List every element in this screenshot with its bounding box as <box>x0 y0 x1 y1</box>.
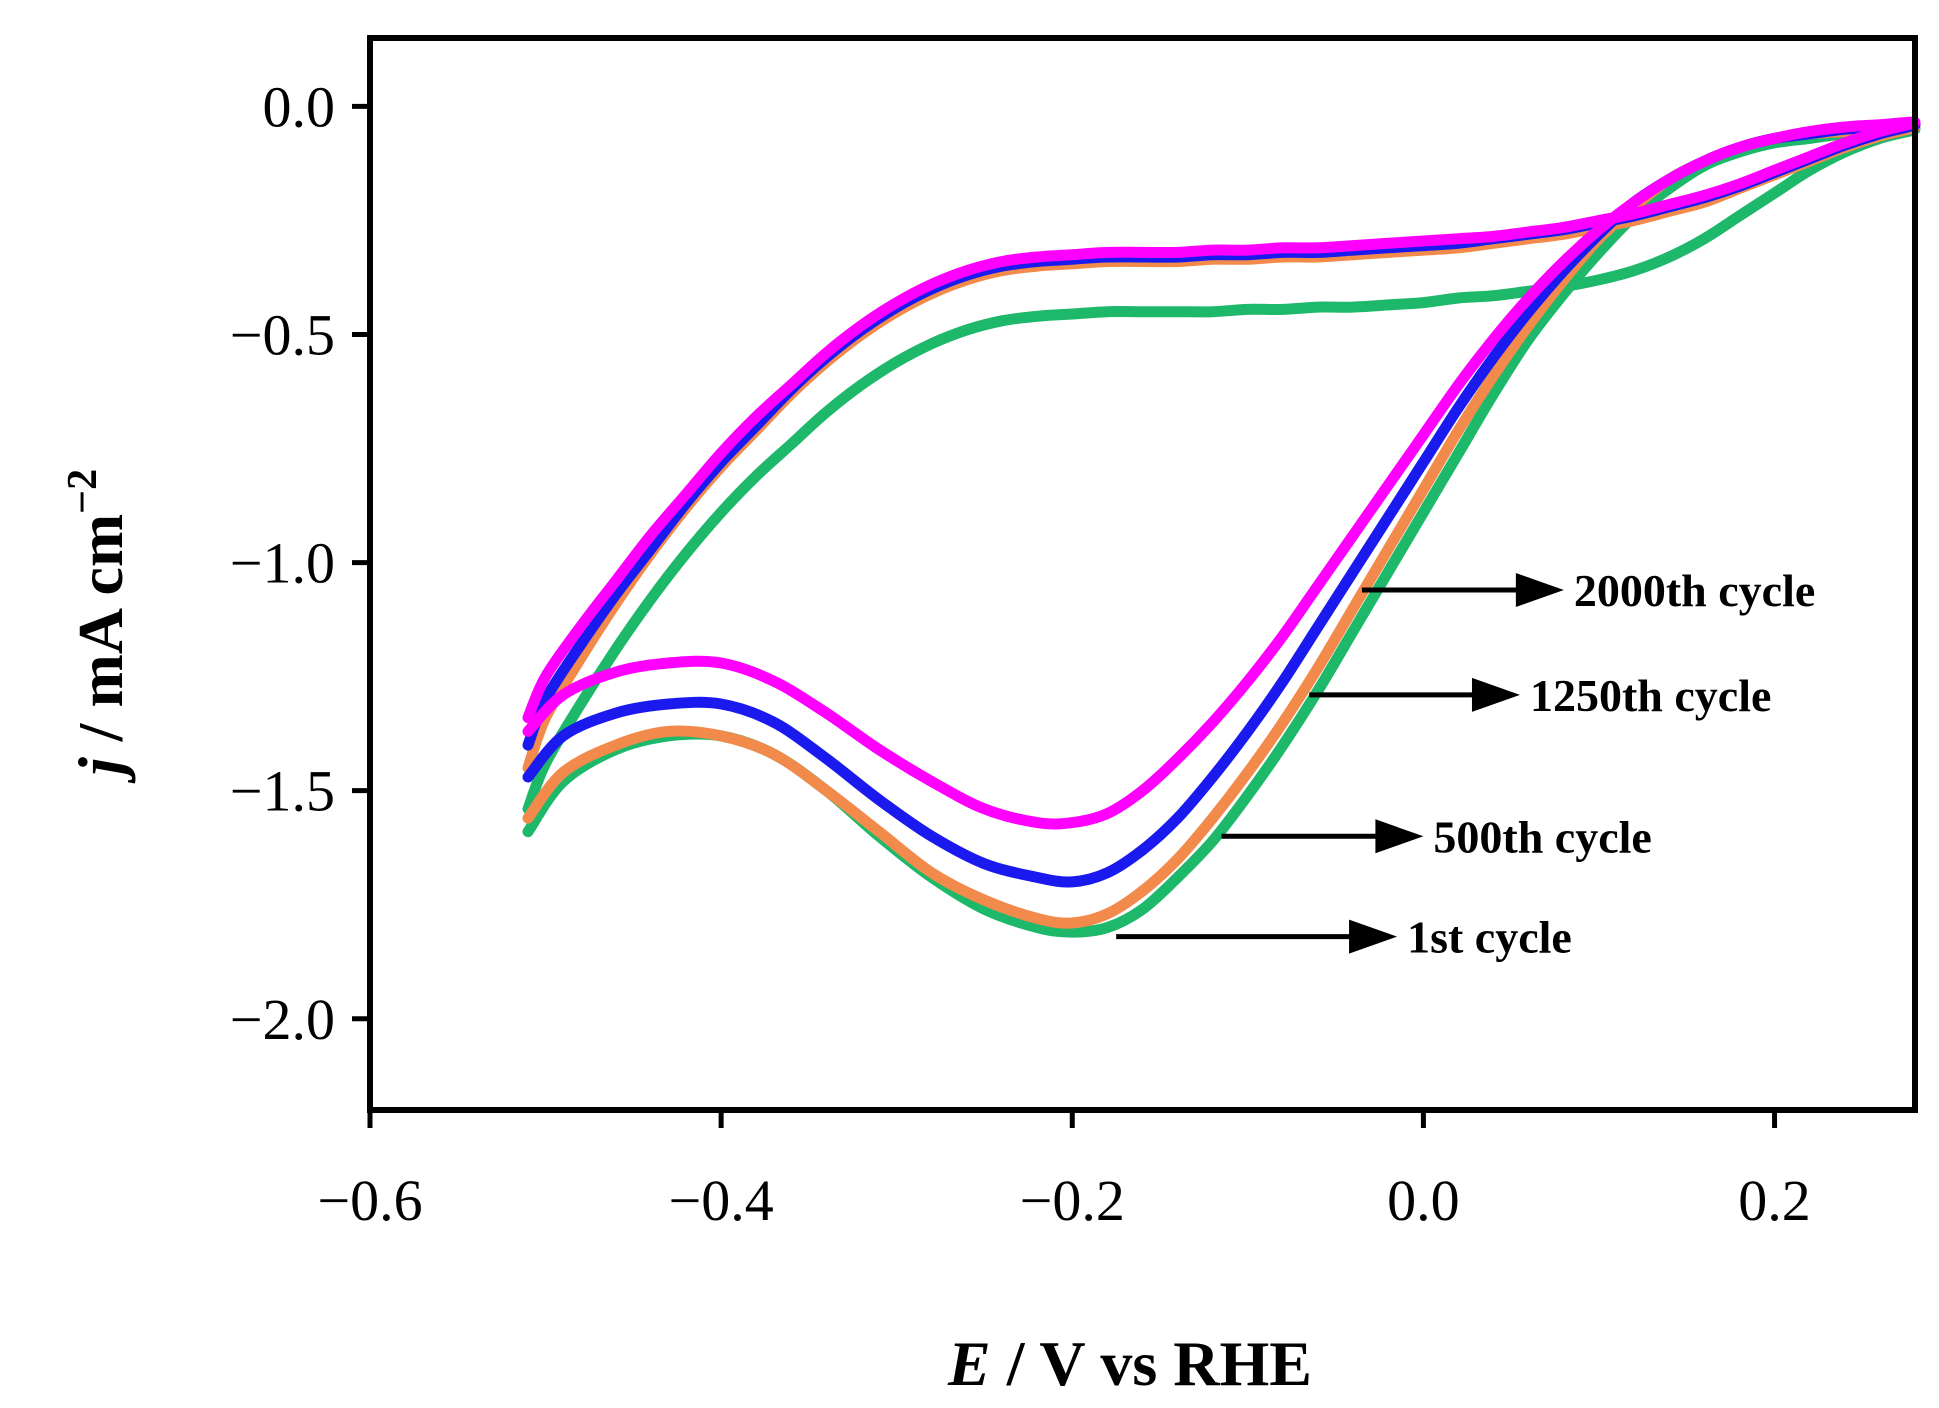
annotation-arrowhead-3 <box>1375 819 1424 854</box>
annotation-layer: 2000th cycle 1250th cycle 500th cycle 1st c… <box>1116 565 1815 963</box>
annotation-label-1: 2000th cycle <box>1574 565 1815 616</box>
axis-layer: −0.6 −0.4 −0.2 0.0 0.2 0.0 −0.5 −1.0 −1.5 −2.0 <box>230 35 1918 1233</box>
series-layer <box>522 116 1921 938</box>
x-tick-label-3: −0.2 <box>1020 1168 1125 1233</box>
y-tick-label-5: −2.0 <box>230 987 335 1052</box>
annotation-label-4: 1st cycle <box>1407 912 1572 963</box>
x-tick-label-5: 0.2 <box>1738 1168 1811 1233</box>
annotation-arrowhead-1 <box>1515 572 1564 607</box>
annotation-label-3: 500th cycle <box>1433 811 1651 862</box>
y-tick-label-1: 0.0 <box>263 74 336 139</box>
x-tick-label-2: −0.4 <box>669 1168 774 1233</box>
annotation-arrowhead-2 <box>1471 677 1520 712</box>
x-tick-label-4: 0.0 <box>1387 1168 1460 1233</box>
y-tick-label-2: −0.5 <box>230 303 335 368</box>
series-line-4 <box>522 116 1921 830</box>
x-axis-label: E / V vs RHE <box>947 1328 1312 1399</box>
y-tick-label-4: −1.5 <box>230 759 335 824</box>
annotation-arrowhead-4 <box>1349 919 1398 954</box>
y-axis-label: j / mA cm−2 <box>60 469 136 784</box>
annotation-label-2: 1250th cycle <box>1530 670 1771 721</box>
x-tick-label-1: −0.6 <box>317 1168 422 1233</box>
plot-frame <box>367 35 1918 1113</box>
y-tick-label-3: −1.0 <box>230 531 335 596</box>
